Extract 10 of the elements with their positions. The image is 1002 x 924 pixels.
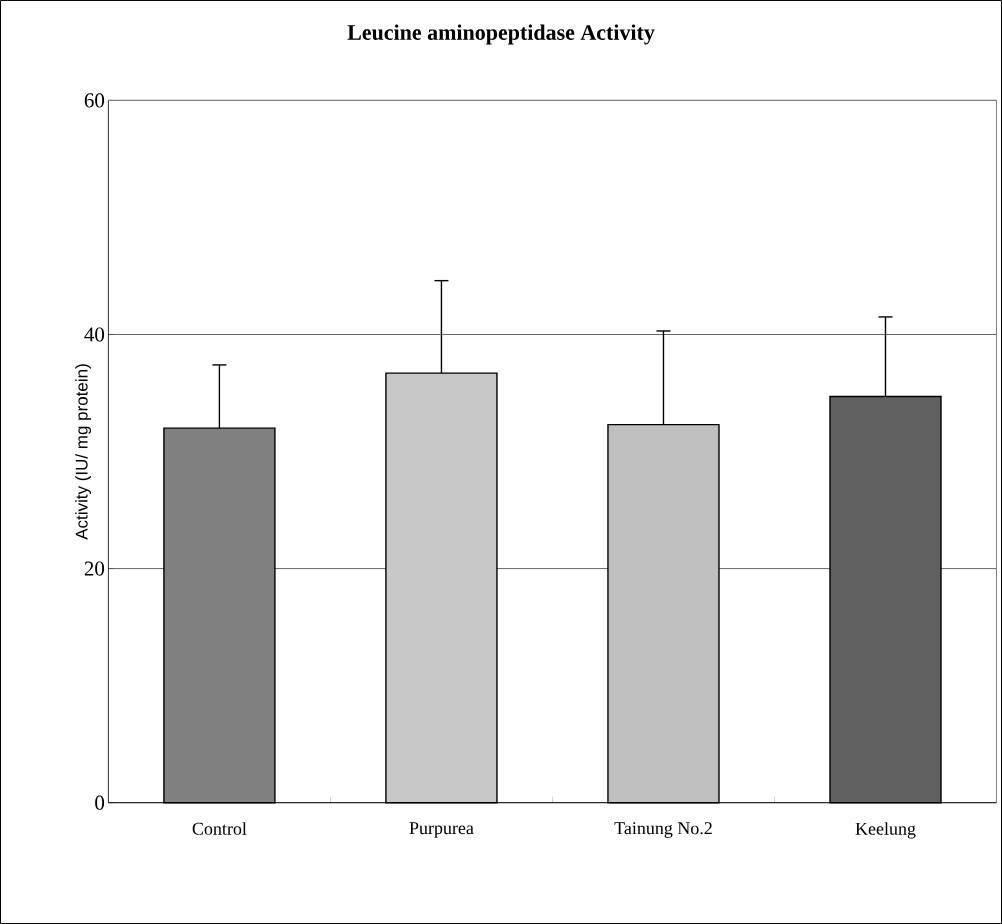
x-tick-label: Keelung — [855, 822, 916, 839]
y-tick-label: 20 — [84, 561, 105, 576]
y-axis-title: Activity (IU/ mg protein) — [75, 364, 92, 540]
y-tick-label: 60 — [84, 93, 105, 108]
chart-title: Leucine aminopeptidase Activity — [347, 24, 655, 45]
x-tick-label: Tainung No.2 — [614, 822, 712, 838]
y-tick-label: 0 — [95, 795, 105, 810]
x-tick-label: Purpurea — [409, 822, 474, 838]
x-tick-label: Control — [192, 822, 247, 835]
y-tick-label: 40 — [84, 327, 105, 342]
